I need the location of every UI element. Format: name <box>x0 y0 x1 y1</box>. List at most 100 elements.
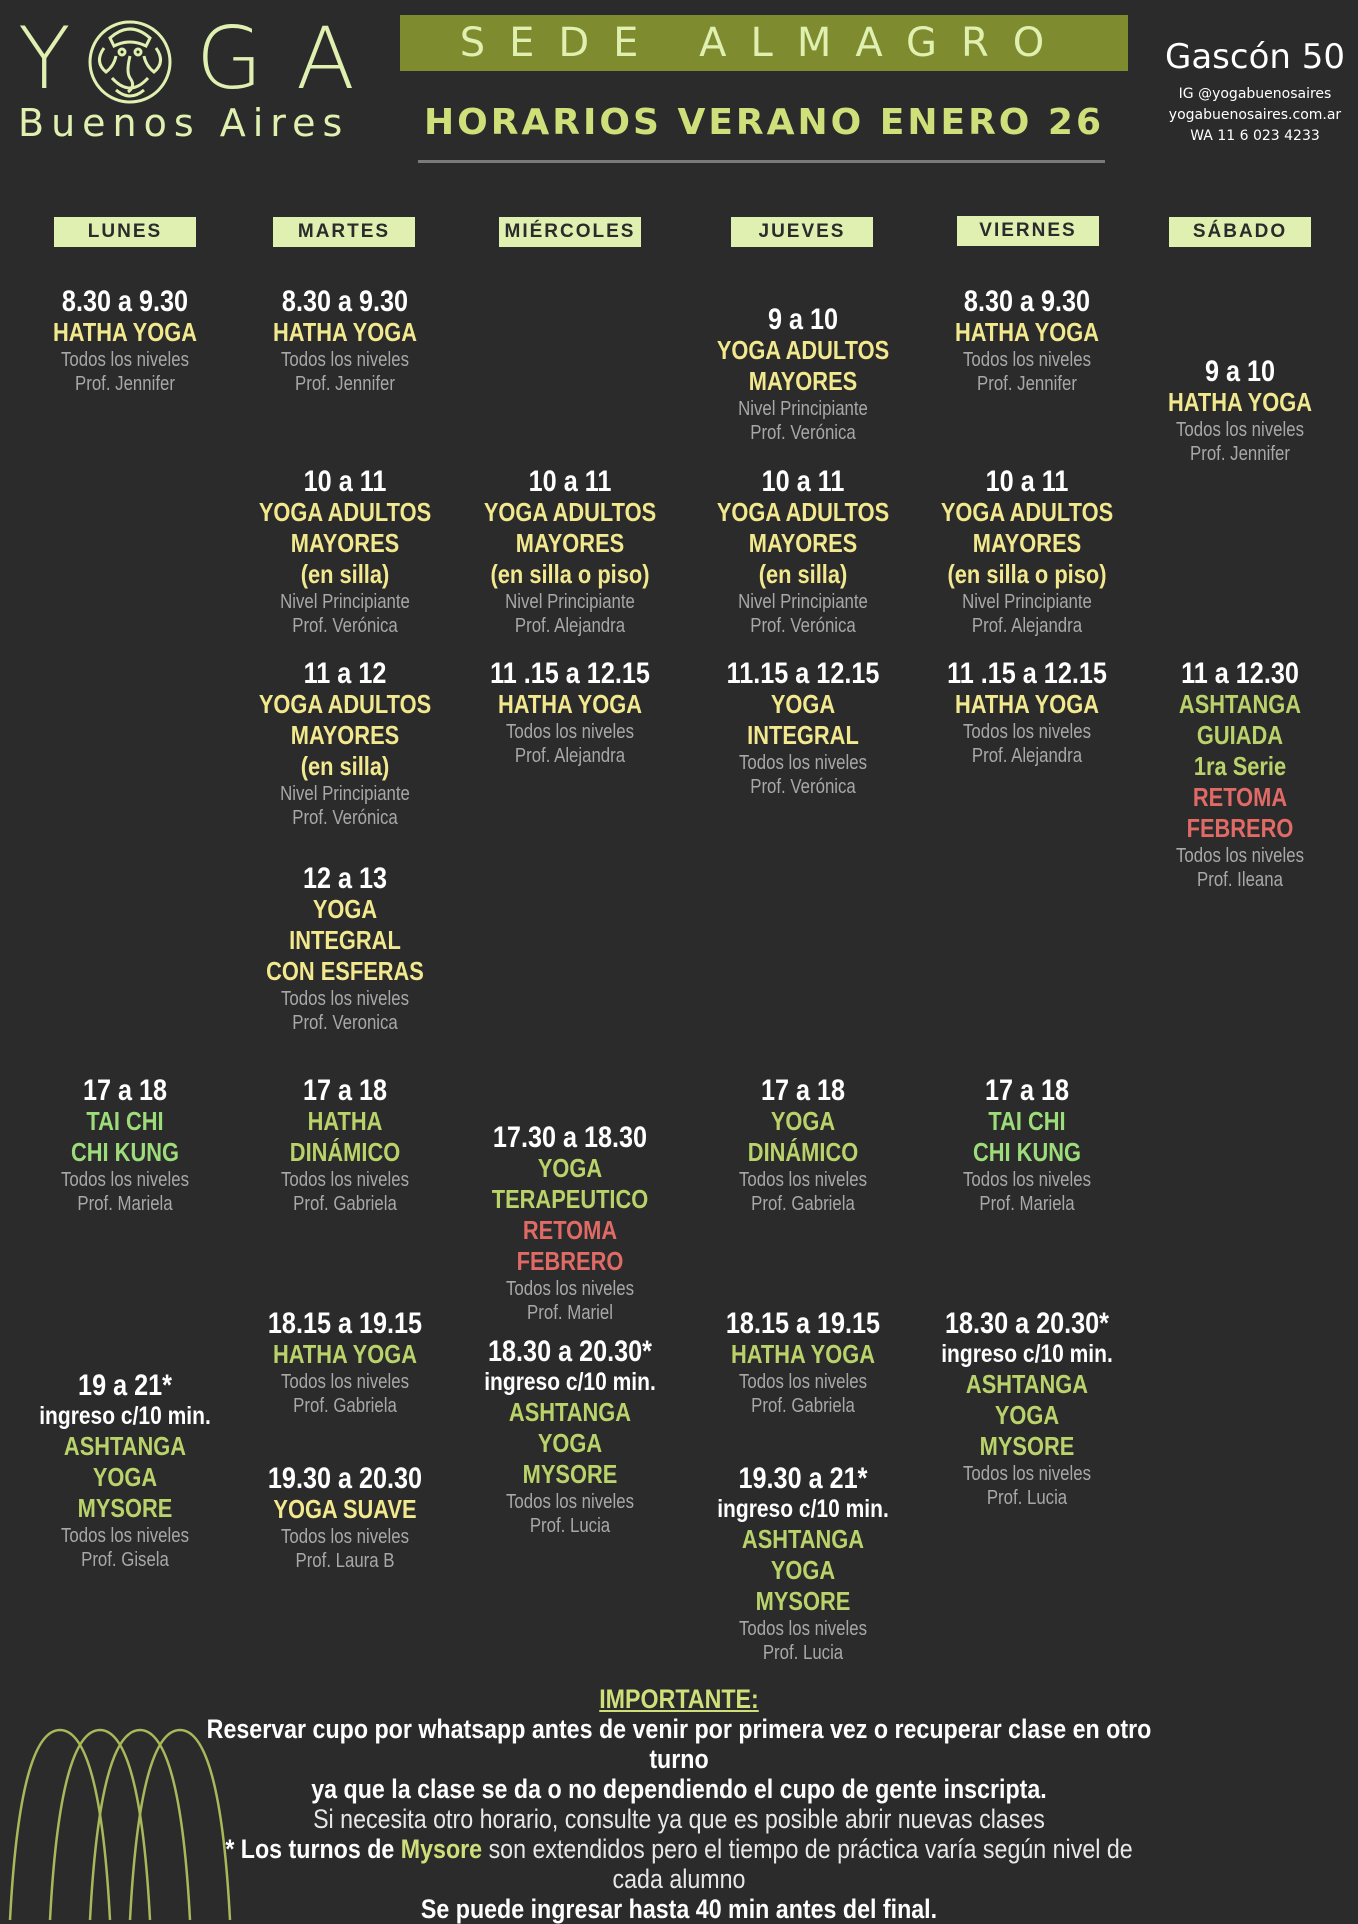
class-block: 17 a 18 HATHA DINÁMICO Todos los niveles… <box>257 1075 433 1216</box>
day-header-sabado: SÁBADO <box>1169 217 1311 247</box>
class-name: MAYORES <box>290 528 400 558</box>
class-notice: RETOMA FEBRERO <box>1186 782 1294 843</box>
page-title: HORARIOS VERANO ENERO 26 <box>423 102 1105 143</box>
class-name: YOGA SUAVE <box>273 1494 417 1524</box>
class-time: 17 a 18 <box>82 1074 168 1107</box>
class-notice: RETOMA FEBRERO <box>516 1215 624 1276</box>
class-teacher: Prof. Jennifer <box>977 373 1077 395</box>
class-level: Nivel Principiante <box>280 591 410 613</box>
class-name: MAYORES <box>290 720 400 750</box>
class-level: Todos los niveles <box>506 1278 634 1300</box>
class-name: MAYORES <box>748 366 858 396</box>
class-block: 11 a 12.30 ASHTANGA GUIADA 1ra Serie RET… <box>1152 658 1328 892</box>
class-time: 11 a 12 <box>303 657 387 690</box>
class-level: Todos los niveles <box>963 1463 1091 1485</box>
class-teacher: Prof. Ileana <box>1197 869 1283 891</box>
class-name: MYSORE <box>77 1493 173 1523</box>
class-time: 18.15 a 19.15 <box>267 1307 423 1340</box>
class-name: YOGA ADULTOS <box>483 497 657 527</box>
class-time: 11 a 12.30 <box>1181 657 1299 690</box>
class-time: 11 .15 a 12.15 <box>947 657 1107 690</box>
class-level: Nivel Principiante <box>738 398 868 420</box>
class-block: 10 a 11 YOGA ADULTOS MAYORES (en silla o… <box>482 466 658 638</box>
instagram-handle: IG @yogabuenosaires <box>1178 86 1332 102</box>
class-name: CHI KUNG <box>71 1137 179 1167</box>
class-name: MYSORE <box>979 1431 1075 1461</box>
sede-banner: SEDE ALMAGRO <box>400 15 1128 71</box>
class-name: ASHTANGA GUIADA <box>1178 689 1302 750</box>
class-block: 18.15 a 19.15 HATHA YOGA Todos los nivel… <box>715 1308 891 1418</box>
class-name: YOGA INTEGRAL <box>747 689 859 750</box>
class-level: Todos los niveles <box>739 752 867 774</box>
ganesha-icon <box>88 20 172 104</box>
class-name: HATHA YOGA <box>954 317 1099 347</box>
class-teacher: Prof. Alejandra <box>514 615 626 637</box>
class-block: 11 a 12 YOGA ADULTOS MAYORES (en silla) … <box>257 658 433 830</box>
class-teacher: Prof. Gisela <box>81 1549 169 1571</box>
class-teacher: Prof. Gabriela <box>293 1395 397 1417</box>
class-teacher: Prof. Jennifer <box>295 373 395 395</box>
contact-info: IG @yogabuenosaires yogabuenosaires.com.… <box>1150 84 1358 147</box>
class-teacher: Prof. Mariel <box>527 1302 613 1324</box>
class-name: YOGA DINÁMICO <box>747 1106 859 1167</box>
class-teacher: Prof. Lucia <box>762 1642 844 1664</box>
class-time: 18.30 a 20.30* <box>945 1307 1109 1340</box>
class-block: 9 a 10 YOGA ADULTOS MAYORES Nivel Princi… <box>715 304 891 445</box>
class-name: 1ra Serie <box>1193 751 1287 781</box>
class-teacher: Prof. Verónica <box>750 776 856 798</box>
class-teacher: Prof. Gabriela <box>293 1193 397 1215</box>
class-level: Todos los niveles <box>61 1169 189 1191</box>
important-heading: IMPORTANTE: <box>599 1684 759 1714</box>
class-name: MAYORES <box>972 528 1082 558</box>
class-block: 17 a 18 YOGA DINÁMICO Todos los niveles … <box>715 1075 891 1216</box>
class-level: Todos los niveles <box>739 1618 867 1640</box>
class-level: Todos los niveles <box>1176 845 1304 867</box>
class-name: HATHA YOGA <box>497 689 642 719</box>
logo-letter-a: A <box>296 9 355 109</box>
class-entry-note: ingreso c/10 min. <box>39 1402 211 1430</box>
whatsapp-number: WA 11 6 023 4233 <box>1190 128 1320 144</box>
class-level: Nivel Principiante <box>505 591 635 613</box>
class-level: Nivel Principiante <box>962 591 1092 613</box>
class-teacher: Prof. Gabriela <box>751 1395 855 1417</box>
class-level: Todos los niveles <box>506 1491 634 1513</box>
class-teacher: Prof. Laura B <box>295 1550 395 1572</box>
class-teacher: Prof. Alejandra <box>971 745 1083 767</box>
logo-city: Buenos Aires <box>18 101 350 145</box>
title-divider <box>418 160 1105 163</box>
class-name: YOGA ADULTOS <box>716 497 890 527</box>
class-name: MYSORE <box>755 1586 851 1616</box>
class-block: 8.30 a 9.30 HATHA YOGA Todos los niveles… <box>37 286 213 396</box>
class-teacher: Prof. Alejandra <box>971 615 1083 637</box>
class-time: 18.30 a 20.30* <box>488 1335 652 1368</box>
class-time: 17 a 18 <box>984 1074 1070 1107</box>
class-name: TAI CHI <box>988 1106 1066 1136</box>
class-time: 10 a 11 <box>303 465 387 498</box>
arches-decoration <box>8 1728 232 1920</box>
class-name: HATHA YOGA <box>272 317 417 347</box>
logo: Y G A <box>18 14 358 104</box>
day-header-martes: MARTES <box>273 217 415 247</box>
class-level: Todos los niveles <box>963 721 1091 743</box>
class-time: 19.30 a 21* <box>738 1462 868 1495</box>
class-name: HATHA YOGA <box>954 689 1099 719</box>
class-block: 18.30 a 20.30* ingreso c/10 min. ASHTANG… <box>482 1336 658 1538</box>
note-mysore-word: Mysore <box>400 1834 483 1864</box>
class-teacher: Prof. Alejandra <box>514 745 626 767</box>
class-time: 18.15 a 19.15 <box>725 1307 881 1340</box>
class-name: MAYORES <box>515 528 625 558</box>
class-time: 19.30 a 20.30 <box>267 1462 423 1495</box>
class-level: Todos los niveles <box>1176 419 1304 441</box>
class-time: 17 a 18 <box>760 1074 846 1107</box>
class-name: YOGA ADULTOS <box>940 497 1114 527</box>
class-name: (en silla o piso) <box>490 559 650 589</box>
class-entry-note: ingreso c/10 min. <box>941 1340 1113 1368</box>
class-block: 8.30 a 9.30 HATHA YOGA Todos los niveles… <box>939 286 1115 396</box>
class-teacher: Prof. Lucia <box>986 1487 1068 1509</box>
class-name: (en silla o piso) <box>947 559 1107 589</box>
class-teacher: Prof. Jennifer <box>1190 443 1290 465</box>
class-name: YOGA TERAPEUTICO <box>491 1153 649 1214</box>
day-header-jueves: JUEVES <box>731 217 873 247</box>
class-block: 11.15 a 12.15 YOGA INTEGRAL Todos los ni… <box>715 658 891 799</box>
website: yogabuenosaires.com.ar <box>1168 107 1342 123</box>
